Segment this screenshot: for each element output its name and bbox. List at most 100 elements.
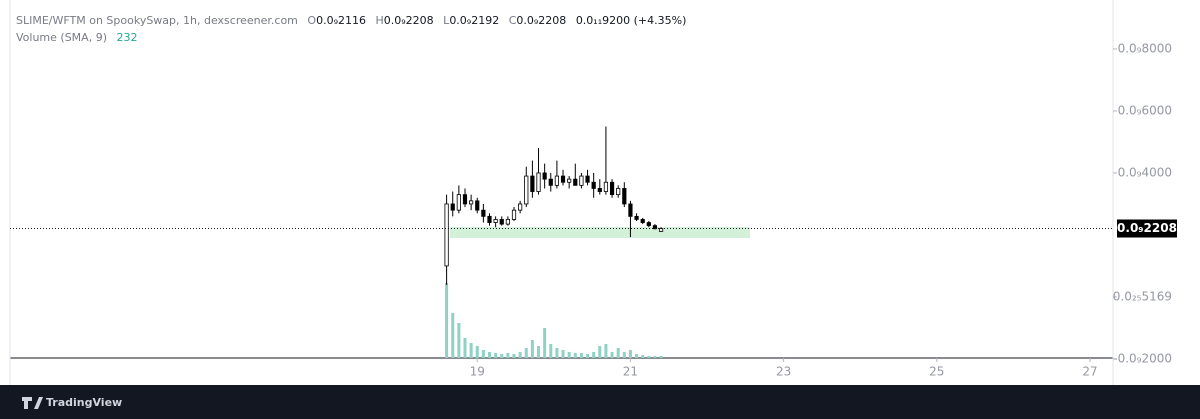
candle-body bbox=[573, 178, 578, 186]
x-tick-label: 21 bbox=[623, 365, 638, 379]
y-tick-label: 0.0₂₅5169 bbox=[1113, 289, 1172, 303]
candle-body bbox=[622, 188, 627, 205]
volume-bar bbox=[586, 354, 590, 358]
volume-sma: 232 bbox=[116, 31, 137, 44]
candle-body bbox=[536, 172, 541, 192]
candle-body bbox=[511, 209, 517, 220]
volume-bar bbox=[451, 313, 455, 358]
volume-bar bbox=[543, 328, 547, 358]
volume-bar bbox=[445, 283, 449, 358]
volume-bar bbox=[659, 356, 663, 358]
last-price-label: 0.0₉2208 bbox=[1117, 221, 1177, 235]
volume-bar bbox=[487, 352, 491, 358]
candle-body bbox=[548, 178, 553, 186]
candle-body bbox=[487, 215, 492, 223]
candle-body bbox=[542, 172, 547, 180]
volume-bar bbox=[518, 352, 522, 358]
volume-bar bbox=[481, 350, 485, 358]
volume-bar bbox=[622, 352, 626, 358]
volume-bar bbox=[537, 346, 541, 358]
y-tick-label: 0.0₉6000 bbox=[1118, 103, 1172, 117]
volume-bar bbox=[573, 353, 577, 358]
candle-body bbox=[462, 194, 468, 205]
volume-bar bbox=[635, 354, 639, 358]
candle-body bbox=[493, 219, 498, 223]
y-tick-label: 0.0₉8000 bbox=[1118, 41, 1172, 55]
l-value: 0.0₉2192 bbox=[449, 14, 499, 27]
candle-body bbox=[646, 222, 651, 227]
volume-bar bbox=[610, 352, 614, 358]
candle-body bbox=[603, 181, 609, 192]
volume-bar bbox=[561, 350, 565, 358]
candle-body bbox=[554, 175, 560, 186]
x-tick-label: 19 bbox=[470, 365, 485, 379]
volume-bar bbox=[653, 356, 657, 358]
volume-bar bbox=[628, 350, 632, 358]
volume-bar bbox=[469, 343, 473, 358]
volume-title: Volume (SMA, 9) bbox=[16, 31, 107, 44]
candle-body bbox=[634, 215, 639, 220]
volume-bar bbox=[506, 353, 510, 358]
volume-bar bbox=[500, 354, 504, 358]
candle-body bbox=[560, 175, 566, 183]
candle-body bbox=[481, 209, 486, 217]
volume-bar bbox=[616, 348, 620, 358]
c-label: C bbox=[509, 14, 517, 27]
candle-body bbox=[609, 181, 615, 196]
candle-body bbox=[585, 175, 590, 183]
candle-body bbox=[444, 203, 449, 267]
candle-body bbox=[616, 188, 621, 196]
footer-bar bbox=[0, 385, 1200, 419]
candle-body bbox=[475, 200, 480, 211]
candle-body bbox=[530, 175, 535, 192]
candle-body bbox=[518, 203, 523, 211]
volume-header: Volume (SMA, 9) 232 bbox=[16, 31, 137, 44]
volume-bar bbox=[592, 352, 596, 358]
candle-body bbox=[597, 188, 602, 192]
volume-bar bbox=[647, 356, 651, 358]
volume-bar bbox=[604, 344, 608, 358]
x-tick-label: 27 bbox=[1082, 365, 1097, 379]
y-tick-label: -0.0₉2000 bbox=[1113, 351, 1172, 365]
volume-bar bbox=[641, 355, 645, 358]
o-value: 0.0₉2116 bbox=[316, 14, 366, 27]
o-label: O bbox=[307, 14, 316, 27]
volume-bar bbox=[494, 353, 498, 358]
candle-body bbox=[524, 175, 529, 205]
header: SLIME/WFTM on SpookySwap, 1h, dexscreene… bbox=[16, 14, 686, 27]
candle-body bbox=[591, 181, 596, 189]
candle-body bbox=[505, 219, 510, 225]
volume-bar bbox=[549, 344, 553, 358]
y-tick-label: 0.0₉4000 bbox=[1118, 165, 1172, 179]
title: SLIME/WFTM on SpookySwap, 1h, dexscreene… bbox=[16, 14, 298, 27]
h-value: 0.0₉2208 bbox=[384, 14, 434, 27]
x-tick-label: 23 bbox=[776, 365, 791, 379]
volume-bar bbox=[530, 340, 534, 358]
last-price-box bbox=[1117, 219, 1177, 238]
change: 0.0₁₁9200 (+4.35%) bbox=[576, 14, 687, 27]
volume-bar bbox=[524, 348, 528, 358]
c-value: 0.0₉2208 bbox=[516, 14, 566, 27]
candle-body bbox=[450, 203, 455, 211]
candle-body bbox=[456, 194, 461, 211]
x-tick-label: 25 bbox=[929, 365, 944, 379]
volume-bar bbox=[512, 354, 516, 358]
candle-body bbox=[579, 175, 584, 186]
volume-bar bbox=[598, 346, 602, 358]
footer-logo bbox=[22, 397, 43, 409]
volume-bar bbox=[579, 353, 583, 358]
candle-body bbox=[628, 203, 633, 217]
l-label: L bbox=[443, 14, 450, 27]
volume-bar bbox=[475, 346, 479, 358]
volume-bar bbox=[457, 323, 461, 358]
volume-bar bbox=[463, 338, 467, 358]
zone-drawing bbox=[450, 227, 750, 238]
candle-body bbox=[469, 200, 474, 205]
footer-logo-text: TradingView bbox=[46, 396, 122, 409]
volume-bar bbox=[567, 352, 571, 358]
candle-body bbox=[499, 219, 504, 225]
volume-bar bbox=[555, 348, 559, 358]
candle-body bbox=[640, 219, 645, 223]
h-label: H bbox=[375, 14, 383, 27]
